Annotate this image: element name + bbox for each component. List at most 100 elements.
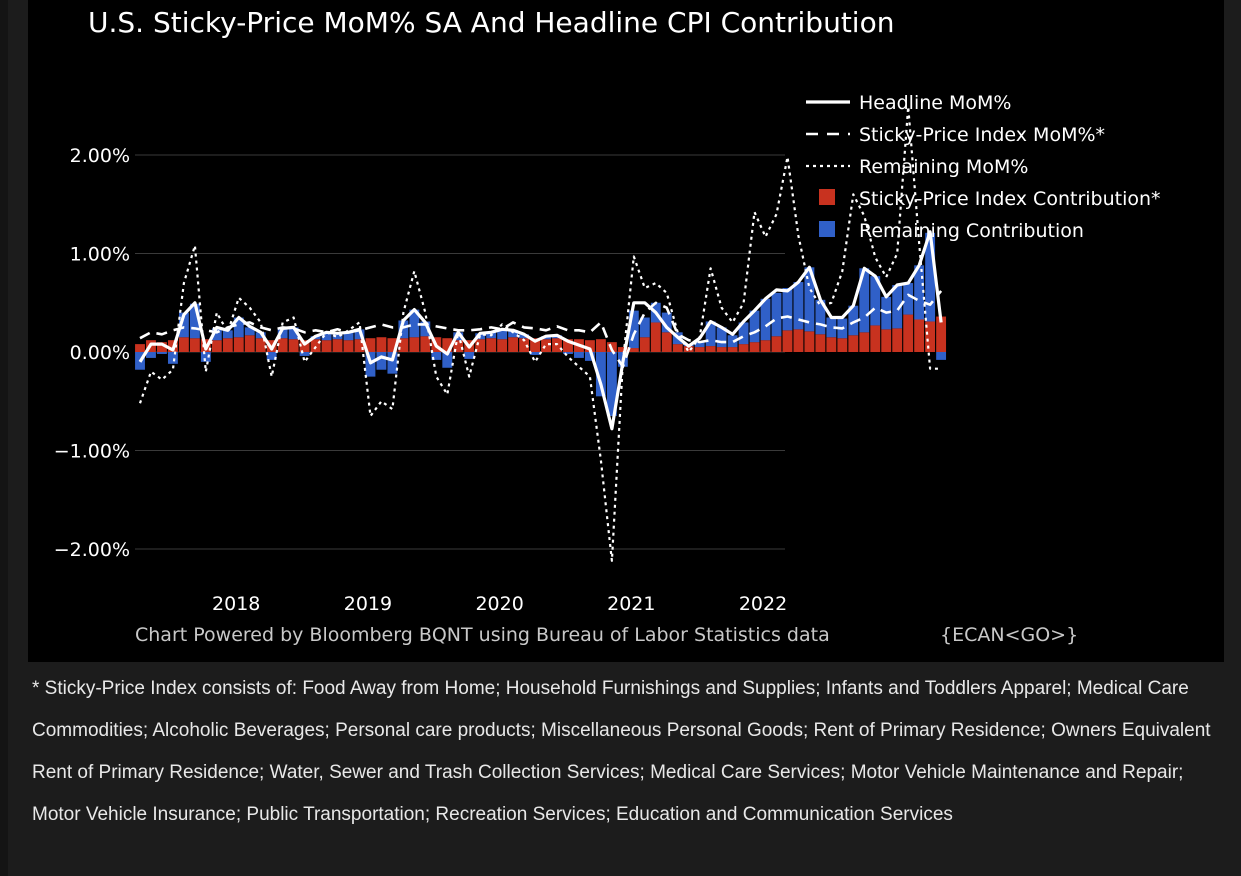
series-line-dashed	[139, 290, 943, 369]
bar-remaining-contribution	[848, 305, 859, 336]
bar-sticky-contribution	[343, 340, 354, 352]
bar-remaining-contribution	[497, 329, 508, 340]
bar-sticky-contribution	[837, 338, 848, 352]
chart-title: U.S. Sticky-Price MoM% SA And Headline C…	[88, 6, 894, 39]
bar-remaining-contribution	[760, 298, 771, 341]
x-tick-label: 2019	[344, 593, 392, 615]
bar-sticky-contribution	[716, 347, 727, 352]
bar-remaining-contribution	[584, 352, 595, 361]
bar-remaining-contribution	[705, 321, 716, 347]
bar-remaining-contribution	[936, 352, 947, 360]
bar-remaining-contribution	[376, 352, 387, 370]
series-line-dotted	[138, 105, 942, 562]
bar-sticky-contribution	[848, 335, 859, 352]
bar-remaining-contribution	[782, 287, 793, 331]
bar-sticky-contribution	[277, 338, 288, 352]
bar-remaining-contribution	[595, 352, 606, 397]
bar-remaining-contribution	[332, 333, 343, 340]
bar-remaining-contribution	[694, 341, 705, 348]
legend-label: Sticky-Price Index MoM%*	[859, 124, 1105, 146]
bar-sticky-contribution	[211, 340, 222, 352]
bar-remaining-contribution	[167, 352, 178, 364]
bar-sticky-contribution	[595, 339, 606, 352]
x-tick-label: 2018	[212, 593, 260, 615]
x-axis-ticks: 2018 2019 2020 2021 2022	[212, 593, 787, 615]
bar-sticky-contribution	[793, 329, 804, 352]
bar-remaining-contribution	[530, 352, 541, 355]
bar-sticky-contribution	[760, 340, 771, 352]
bar-sticky-contribution	[936, 316, 947, 352]
bar-sticky-contribution	[157, 342, 167, 352]
bar-sticky-contribution	[530, 338, 541, 352]
bar-remaining-contribution	[804, 267, 815, 332]
legend-label: Remaining Contribution	[859, 220, 1084, 242]
bar-sticky-contribution	[881, 329, 892, 352]
bar-sticky-contribution	[925, 321, 936, 352]
legend-label: Sticky-Price Index Contribution*	[859, 188, 1161, 210]
bar-sticky-contribution	[628, 348, 639, 352]
bar-sticky-contribution	[486, 338, 497, 352]
bar-sticky-contribution	[497, 339, 508, 352]
bar-remaining-contribution	[233, 317, 244, 338]
legend-label: Headline MoM%	[859, 92, 1011, 114]
bar-sticky-contribution	[563, 339, 573, 352]
bar-remaining-contribution	[222, 330, 233, 339]
y-tick-label: −1.00%	[54, 441, 130, 463]
y-axis-ticks: 2.00% 1.00% 0.00% −1.00% −2.00%	[54, 145, 130, 561]
bar-remaining-contribution	[464, 352, 475, 359]
footnote-text: * Sticky-Price Index consists of: Food A…	[32, 678, 1211, 825]
bar-remaining-contribution	[157, 352, 167, 354]
bar-sticky-contribution	[354, 339, 365, 352]
bar-sticky-contribution	[178, 337, 189, 352]
bar-remaining-contribution	[628, 310, 639, 349]
bar-remaining-contribution	[859, 268, 870, 333]
bar-remaining-contribution	[914, 265, 925, 320]
bar-remaining-contribution	[442, 352, 453, 368]
bar-remaining-contribution	[431, 352, 442, 360]
bar-remaining-contribution	[606, 352, 617, 417]
bar-remaining-contribution	[387, 352, 398, 374]
legend-swatch	[819, 189, 835, 205]
bar-sticky-contribution	[409, 337, 420, 352]
bar-remaining-contribution	[288, 327, 299, 340]
bar-sticky-contribution	[288, 339, 299, 352]
bar-remaining-contribution	[321, 332, 332, 341]
bar-sticky-contribution	[255, 338, 266, 352]
bar-sticky-contribution	[705, 346, 716, 352]
bar-sticky-contribution	[387, 338, 398, 352]
bar-sticky-contribution	[727, 347, 738, 352]
bar-sticky-contribution	[661, 332, 672, 352]
bar-sticky-contribution	[135, 344, 145, 352]
x-tick-label: 2020	[475, 593, 523, 615]
bar-sticky-contribution	[815, 334, 826, 352]
bar-sticky-contribution	[222, 338, 233, 352]
window-edge	[0, 0, 8, 876]
bar-remaining-contribution	[727, 335, 738, 348]
bar-sticky-contribution	[749, 342, 760, 352]
bar-sticky-contribution	[376, 337, 387, 352]
bar-sticky-contribution	[826, 337, 837, 352]
bar-sticky-contribution	[475, 339, 486, 352]
bar-remaining-contribution	[277, 328, 288, 339]
bar-sticky-contribution	[398, 338, 409, 352]
bar-remaining-contribution	[299, 352, 310, 356]
bar-sticky-contribution	[453, 340, 464, 352]
bar-sticky-contribution	[584, 340, 595, 352]
bar-sticky-contribution	[892, 328, 903, 352]
series-line-solid	[138, 230, 943, 431]
bar-remaining-contribution	[266, 352, 277, 360]
bar-remaining-contribution	[815, 299, 826, 335]
bar-sticky-contribution	[321, 340, 332, 352]
bar-remaining-contribution	[826, 317, 837, 338]
bar-remaining-contribution	[343, 332, 354, 341]
bar-remaining-contribution	[519, 334, 530, 339]
bar-sticky-contribution	[914, 319, 925, 352]
bar-remaining-contribution	[211, 328, 222, 341]
legend[interactable]: Headline MoM% Sticky-Price Index MoM%* Rem…	[806, 92, 1161, 242]
y-tick-label: −2.00%	[54, 539, 130, 561]
bar-sticky-contribution	[694, 347, 705, 352]
bar-remaining-contribution	[870, 276, 881, 326]
bar-remaining-contribution	[574, 352, 584, 358]
bar-remaining-contribution	[903, 283, 914, 315]
bar-remaining-contribution	[639, 317, 650, 338]
